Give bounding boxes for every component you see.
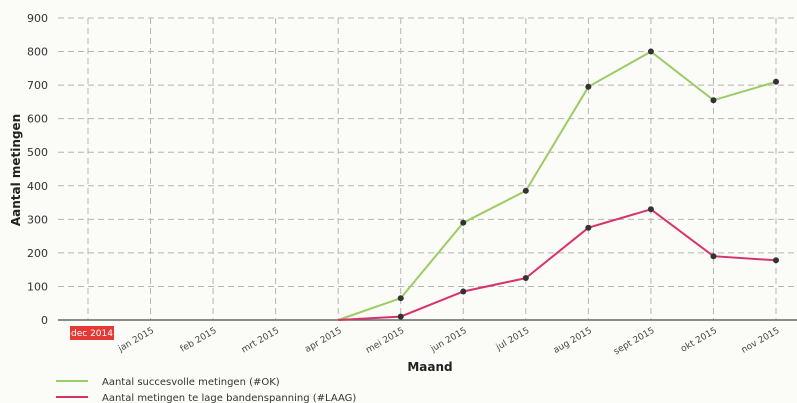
x-tick-label: mrt 2015 bbox=[240, 326, 281, 356]
y-tick-label: 300 bbox=[27, 213, 48, 226]
x-tick-label: aug 2015 bbox=[552, 326, 594, 356]
data-point bbox=[522, 275, 529, 282]
y-tick-label: 100 bbox=[27, 280, 48, 293]
x-tick-label: nov 2015 bbox=[740, 326, 782, 356]
y-tick-label: 900 bbox=[27, 12, 48, 25]
y-tick-label: 600 bbox=[27, 113, 48, 126]
x-tick-highlight: dec 2014 bbox=[70, 326, 114, 340]
data-point bbox=[647, 48, 654, 55]
x-tick-label: sept 2015 bbox=[612, 326, 656, 357]
series-points bbox=[397, 48, 779, 320]
x-tick-label: mei 2015 bbox=[364, 326, 406, 356]
data-point bbox=[647, 206, 654, 213]
data-point bbox=[397, 295, 404, 302]
x-tick-highlight-box bbox=[70, 326, 114, 340]
x-tick-label: jul 2015 bbox=[494, 326, 531, 353]
data-point bbox=[585, 224, 592, 231]
x-tick-label: okt 2015 bbox=[679, 326, 719, 355]
series-lines bbox=[337, 50, 777, 321]
x-axis-title: Maand bbox=[407, 360, 452, 374]
data-point bbox=[773, 78, 779, 85]
y-tick-label: 200 bbox=[27, 247, 48, 260]
grid-lines bbox=[58, 17, 797, 321]
x-tick-label: jun 2015 bbox=[429, 326, 469, 355]
data-point bbox=[460, 219, 467, 226]
x-tick-label: apr 2015 bbox=[303, 326, 343, 355]
x-tick-label: dec 2014 bbox=[71, 329, 113, 339]
y-tick-labels: 0 100 200 300 400 500 600 700 800 900 bbox=[27, 12, 48, 327]
legend: Aantal succesvolle metingen (#OK) Aantal … bbox=[56, 377, 356, 403]
data-point bbox=[710, 253, 717, 260]
data-point bbox=[522, 187, 529, 194]
legend-label: Aantal succesvolle metingen (#OK) bbox=[102, 377, 280, 388]
data-point bbox=[773, 257, 779, 264]
legend-label: Aantal metingen te lage bandenspanning (… bbox=[102, 393, 356, 403]
data-point bbox=[710, 97, 717, 104]
x-tick-label: feb 2015 bbox=[179, 326, 219, 355]
x-tick-labels: dec 2014 jan 2015 feb 2015 mrt 2015 apr 2015… bbox=[70, 326, 782, 357]
data-point bbox=[585, 83, 592, 90]
y-tick-label: 0 bbox=[41, 314, 48, 327]
y-axis-title: Aantal metingen bbox=[9, 114, 23, 226]
y-tick-label: 700 bbox=[27, 79, 48, 92]
y-tick-label: 500 bbox=[27, 146, 48, 159]
series-line-1 bbox=[338, 208, 777, 321]
data-point bbox=[397, 313, 404, 320]
data-point bbox=[460, 288, 467, 295]
y-tick-label: 800 bbox=[27, 46, 48, 59]
series-line-0 bbox=[337, 50, 777, 321]
y-tick-label: 400 bbox=[27, 180, 48, 193]
x-tick-label: jan 2015 bbox=[116, 326, 156, 355]
